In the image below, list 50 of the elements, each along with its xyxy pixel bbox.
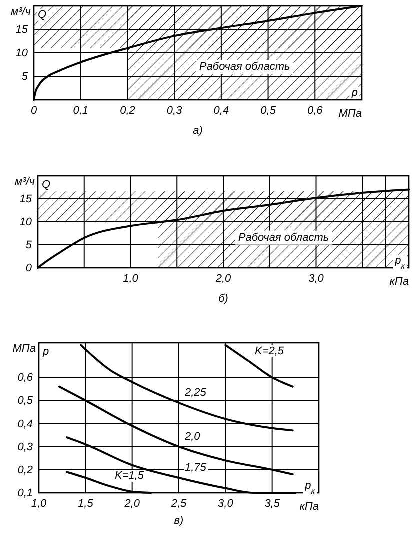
y-tick-label: 15 [16,24,29,36]
x-tick-label: 1,0 [31,498,48,510]
annotation: Q [42,179,51,191]
x-axis-title: кПа [300,501,319,513]
x-tick-label: 0,1 [73,104,89,117]
y-axis-title: м³/ч [11,6,32,18]
y-tick-label: 0,4 [18,418,33,430]
series-label: K=1,5 [115,470,145,482]
x-axis-title: МПа [338,108,362,120]
annotation: р$_{к}$ [304,480,316,496]
x-tick-label: 2,5 [170,498,188,510]
x-axis-title: кПа [390,276,409,288]
series-label: 2,25 [184,387,208,399]
series-label: 2,0 [184,430,202,443]
y-axis-title: МПа [12,343,36,355]
y-tick-label: 10 [20,216,33,229]
y-tick-label: 0,2 [18,464,33,476]
x-tick-label: 1,0 [123,272,140,285]
y-tick-label: 15 [20,194,33,206]
annotation: р$_{к}$ [394,255,406,270]
y-tick-label: 5 [26,240,33,252]
y-tick-label: 0,1 [18,488,33,500]
y-tick-label: 0,6 [18,372,34,384]
series-label: 1,75 [185,462,208,474]
y-tick-label: 0,5 [18,395,34,408]
band-label: Рабочая область [238,232,330,244]
y-tick-label: 0,3 [18,441,34,454]
y-tick-label: 10 [16,48,29,60]
annotation: Q [38,9,47,21]
x-tick-label: 1,5 [78,498,94,510]
x-tick-label: 0,5 [260,104,277,117]
x-tick-label: 3,0 [308,272,325,285]
x-tick-label: 3,5 [264,498,281,510]
y-tick-label: 0 [26,262,33,275]
x-tick-label: 2,0 [214,272,232,285]
text: в) [174,515,184,527]
x-tick-label: 0,2 [120,104,136,117]
x-tick-label: 0,4 [214,104,230,117]
annotation: р [350,87,358,99]
x-tick-label: 0,3 [166,104,184,117]
x-tick-label: 2,0 [124,498,141,510]
band-label: Рабочая область [199,61,290,73]
annotation: р [42,346,50,358]
text: б) [218,293,229,305]
x-tick-label: 0,6 [307,104,324,117]
text: а) [193,125,204,137]
y-tick-label: 5 [22,71,29,84]
x-tick-label: 3,0 [218,498,234,510]
y-axis-title: м³/ч [15,176,36,188]
series-label: K=2,5 [255,345,285,358]
